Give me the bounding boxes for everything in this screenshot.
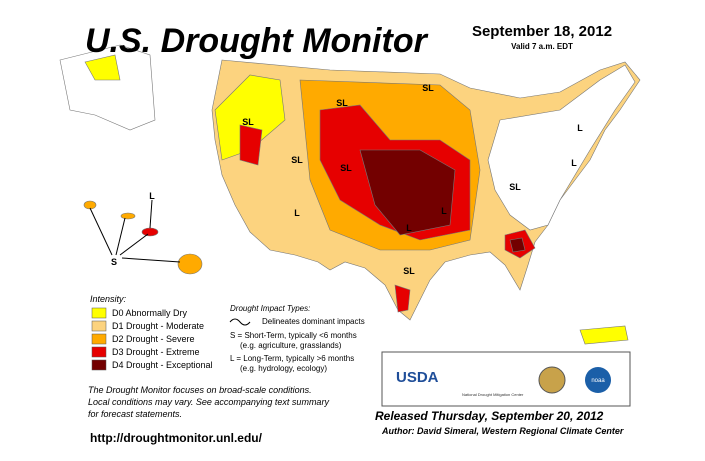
legend-label: D3 Drought - Extreme: [112, 347, 200, 357]
date: September 18, 2012: [472, 23, 612, 40]
map-label: SL: [509, 182, 521, 192]
note: Local conditions may vary. See accompany…: [88, 397, 329, 407]
url: http://droughtmonitor.unl.edu/: [90, 431, 263, 445]
legend: D0 Abnormally Dry D1 Drought - Moderate D2…: [91, 307, 213, 371]
impacts-long: L = Long-Term, typically >6 months: [230, 354, 354, 363]
map-label: SL: [336, 98, 348, 108]
map: [59, 44, 641, 345]
legend-label: D2 Drought - Severe: [112, 334, 195, 344]
impacts-long-example: (e.g. hydrology, ecology): [240, 364, 327, 373]
legend-swatch: [91, 359, 107, 371]
map-label: L: [441, 206, 447, 216]
map-label: SL: [291, 155, 303, 165]
impacts-short-example: (e.g. agriculture, grasslands): [240, 341, 342, 350]
legend-swatch: [91, 333, 107, 345]
east-no-drought: [487, 64, 636, 231]
legend-label: D1 Drought - Moderate: [112, 321, 204, 331]
legend-label: D0 Abnormally Dry: [112, 308, 188, 318]
map-label: SL: [340, 163, 352, 173]
map-label: SL: [422, 83, 434, 93]
map-label: SL: [242, 117, 254, 127]
hawaii-island: [120, 212, 136, 220]
impacts-short: S = Short-Term, typically <6 months: [230, 331, 357, 340]
alaska-d0: [84, 54, 121, 81]
map-label: L: [294, 208, 300, 218]
hawaii-island: [177, 253, 203, 275]
logo-seal: [538, 366, 566, 394]
map-label: L: [149, 191, 155, 201]
legend-swatch: [91, 320, 107, 332]
map-label: L: [577, 123, 583, 133]
note: The Drought Monitor focuses on broad-sca…: [88, 385, 312, 395]
logo-ndmc: National Drought Mitigation Center: [462, 392, 524, 397]
plains-d4: [359, 149, 456, 236]
map-label: SL: [403, 266, 415, 276]
texas-d3: [394, 284, 411, 313]
legend-swatch: [91, 307, 107, 319]
map-label: L: [571, 158, 577, 168]
logo-noaa: noaa: [591, 378, 605, 384]
legend-title: Intensity:: [90, 294, 127, 304]
impact-line-sample: [229, 318, 251, 326]
logo-usda: USDA: [396, 369, 439, 386]
hawaii-island: [83, 200, 97, 210]
west-d3: [239, 124, 263, 166]
map-labels: SL SL SL SL SL L L SL L SL L L L S: [111, 83, 583, 276]
alaska: [59, 44, 156, 131]
impacts-line: Delineates dominant impacts: [262, 317, 365, 326]
impacts-title: Drought Impact Types:: [230, 304, 310, 313]
puerto-rico: [579, 325, 629, 345]
map-label: S: [111, 257, 117, 267]
georgia-d4: [509, 237, 526, 253]
legend-swatch: [91, 346, 107, 358]
logo-noaa-circle: [585, 367, 611, 393]
valid-time: Valid 7 a.m. EDT: [511, 42, 573, 51]
hawaii-island: [141, 227, 159, 237]
author: Author: David Simeral, Western Regional …: [381, 426, 624, 436]
note: for forecast statements.: [88, 409, 182, 419]
map-label: L: [406, 223, 412, 233]
title: U.S. Drought Monitor: [85, 22, 429, 60]
northwest-d0: [214, 74, 286, 161]
legend-label: D4 Drought - Exceptional: [112, 360, 213, 370]
hawaii-pointers: [89, 199, 181, 263]
released: Released Thursday, September 20, 2012: [375, 409, 604, 423]
